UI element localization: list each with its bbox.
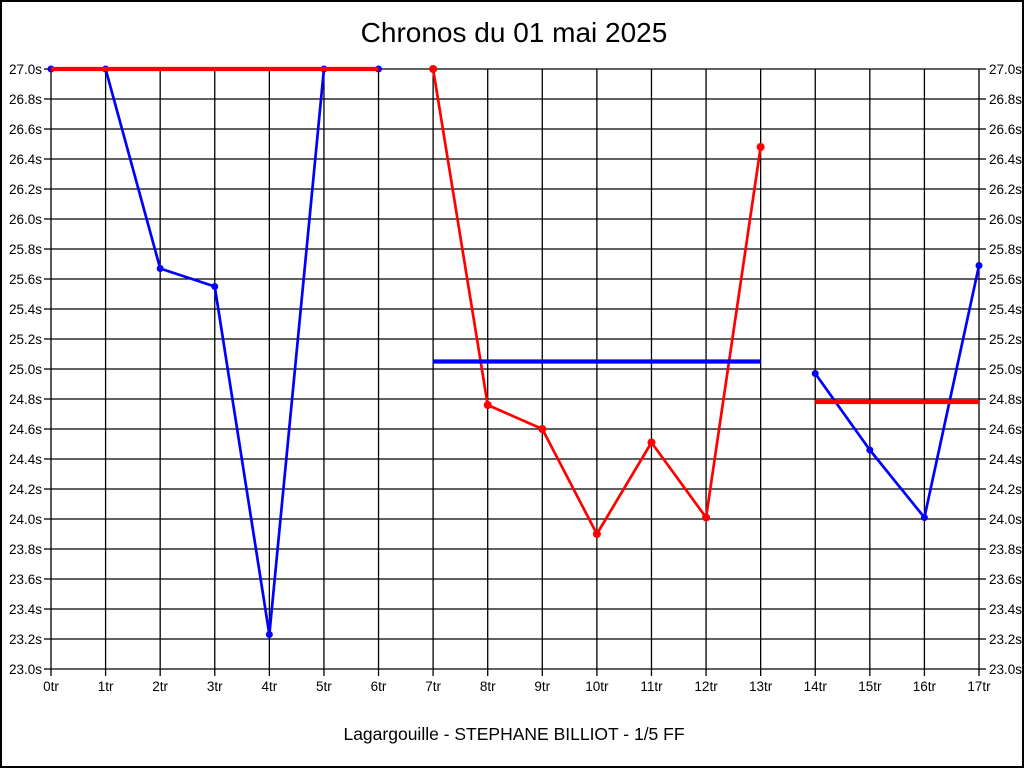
x-axis-label: 2tr — [152, 679, 168, 694]
chart-title: Chronos du 01 mai 2025 — [360, 17, 668, 48]
x-axis-label: 5tr — [316, 679, 332, 694]
x-axis-label: 15tr — [858, 679, 882, 694]
x-axis-label: 10tr — [585, 679, 609, 694]
data-point-marker — [211, 283, 219, 290]
y-axis-label-left: 25.4s — [9, 302, 42, 317]
y-axis-label-right: 23.8s — [989, 542, 1022, 557]
data-point-marker — [920, 514, 928, 521]
data-point-marker — [483, 401, 492, 409]
y-axis-label-right: 26.8s — [989, 92, 1022, 107]
data-point-marker — [429, 65, 438, 73]
y-axis-label-right: 25.8s — [989, 242, 1022, 257]
data-point-marker — [647, 438, 656, 447]
y-axis-label-right: 25.4s — [989, 302, 1022, 317]
y-axis-label-left: 25.8s — [9, 242, 42, 257]
data-point-marker — [592, 530, 601, 538]
y-axis-label-right: 25.0s — [989, 362, 1022, 377]
y-axis-label-left: 23.8s — [9, 542, 42, 557]
y-axis-label-right: 24.6s — [989, 422, 1022, 437]
x-axis-label: 9tr — [534, 679, 550, 694]
x-axis-label: 6tr — [371, 679, 387, 694]
x-axis-label: 0tr — [43, 679, 59, 694]
data-point-marker — [811, 370, 819, 377]
y-axis-label-right: 25.6s — [989, 272, 1022, 287]
x-axis-label: 4tr — [261, 679, 277, 694]
data-point-marker — [156, 265, 164, 272]
data-point-marker — [756, 143, 765, 151]
data-point-marker — [265, 631, 273, 638]
x-axis-label: 12tr — [694, 679, 718, 694]
y-axis-label-right: 27.0s — [989, 62, 1022, 77]
y-axis-label-left: 26.4s — [9, 152, 42, 167]
x-axis-label: 7tr — [425, 679, 441, 694]
y-axis-label-left: 24.0s — [9, 512, 42, 527]
data-point-marker — [866, 446, 874, 454]
y-axis-label-right: 26.4s — [989, 152, 1022, 167]
y-axis-label-left: 23.0s — [9, 662, 42, 677]
data-point-marker — [975, 262, 983, 269]
y-axis-label-right: 24.8s — [989, 392, 1022, 407]
y-axis-label-left: 27.0s — [9, 62, 42, 77]
x-axis-label: 1tr — [98, 679, 114, 694]
y-axis-label-left: 25.0s — [9, 362, 42, 377]
y-axis-label-left: 25.2s — [9, 332, 42, 347]
y-axis-label-left: 24.8s — [9, 392, 42, 407]
y-axis-label-right: 26.6s — [989, 122, 1022, 137]
y-axis-label-left: 24.2s — [9, 482, 42, 497]
y-axis-label-right: 26.0s — [989, 212, 1022, 227]
y-axis-label-left: 23.2s — [9, 632, 42, 647]
x-axis-label: 11tr — [640, 679, 663, 694]
y-axis-label-right: 24.4s — [989, 452, 1022, 467]
y-axis-label-left: 25.6s — [9, 272, 42, 287]
y-axis-label-right: 24.2s — [989, 482, 1022, 497]
y-axis-label-left: 23.4s — [9, 602, 42, 617]
y-axis-label-left: 26.2s — [9, 182, 42, 197]
y-axis-label-right: 23.6s — [989, 572, 1022, 587]
y-axis-label-right: 26.2s — [989, 182, 1022, 197]
x-axis-label: 8tr — [480, 679, 496, 694]
y-axis-label-left: 24.6s — [9, 422, 42, 437]
y-axis-label-right: 24.0s — [989, 512, 1022, 527]
y-axis-label-left: 24.4s — [9, 452, 42, 467]
y-axis-label-right: 23.2s — [989, 632, 1022, 647]
data-point-marker — [702, 513, 711, 522]
y-axis-label-right: 25.2s — [989, 332, 1022, 347]
x-axis-label: 16tr — [913, 679, 937, 694]
chart-caption: Lagargouille - STEPHANE BILLIOT - 1/5 FF — [343, 724, 685, 744]
y-axis-label-left: 26.8s — [9, 92, 42, 107]
x-axis-label: 17tr — [967, 679, 991, 694]
x-axis-label: 3tr — [207, 679, 223, 694]
y-axis-label-right: 23.4s — [989, 602, 1022, 617]
y-axis-label-left: 23.6s — [9, 572, 42, 587]
y-axis-label-right: 23.0s — [989, 662, 1022, 677]
series-line-segment-3-chronos — [814, 265, 981, 519]
x-axis-label: 14tr — [804, 679, 828, 694]
x-axis-label: 13tr — [749, 679, 773, 694]
y-axis-label-left: 26.0s — [9, 212, 42, 227]
y-axis-label-left: 26.6s — [9, 122, 42, 137]
data-point-marker — [538, 425, 547, 433]
